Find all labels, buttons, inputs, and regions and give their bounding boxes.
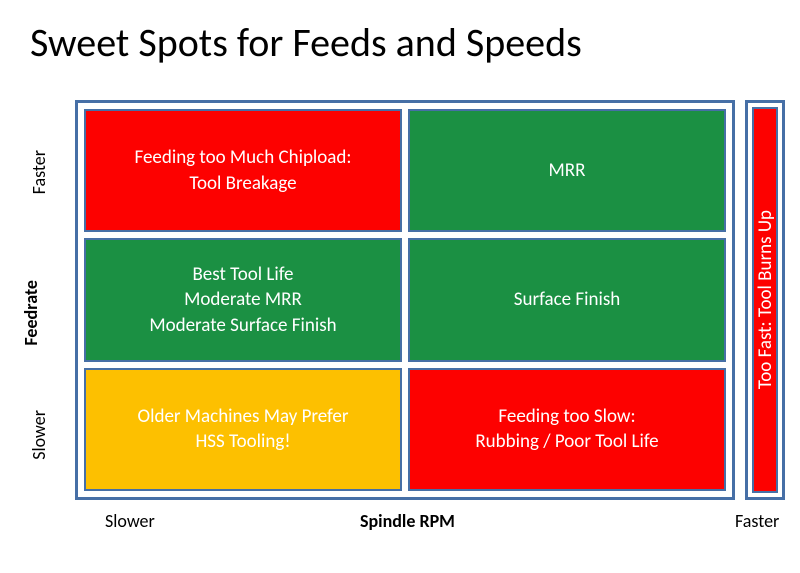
cell-low-feed-high-rpm: Feeding too Slow: Rubbing / Poor Tool Li… (408, 368, 726, 491)
x-axis-label: Spindle RPM (360, 510, 455, 532)
cell-mid-feed-high-rpm: Surface Finish (408, 238, 726, 361)
y-axis-low-label: Slower (28, 410, 50, 460)
side-column-too-fast: Too Fast: Tool Burns Up (752, 107, 778, 493)
cell-low-feed-low-rpm: Older Machines May Prefer HSS Tooling! (84, 368, 402, 491)
page-title: Sweet Spots for Feeds and Speeds (30, 18, 582, 67)
y-axis-label: Feedrate (20, 280, 42, 346)
side-column-frame: Too Fast: Tool Burns Up (745, 100, 785, 500)
cell-mid-feed-low-rpm: Best Tool Life Moderate MRR Moderate Sur… (84, 238, 402, 361)
chart-grid: Feeding too Much Chipload: Tool Breakage… (78, 103, 732, 497)
cell-high-feed-low-rpm: Feeding too Much Chipload: Tool Breakage (84, 109, 402, 232)
side-column-label: Too Fast: Tool Burns Up (754, 210, 777, 389)
y-axis-high-label: Faster (28, 150, 50, 194)
x-axis-high-label: Faster (735, 510, 779, 532)
cell-high-feed-high-rpm: MRR (408, 109, 726, 232)
chart-grid-frame: Feeding too Much Chipload: Tool Breakage… (75, 100, 735, 500)
x-axis-low-label: Slower (105, 510, 155, 532)
